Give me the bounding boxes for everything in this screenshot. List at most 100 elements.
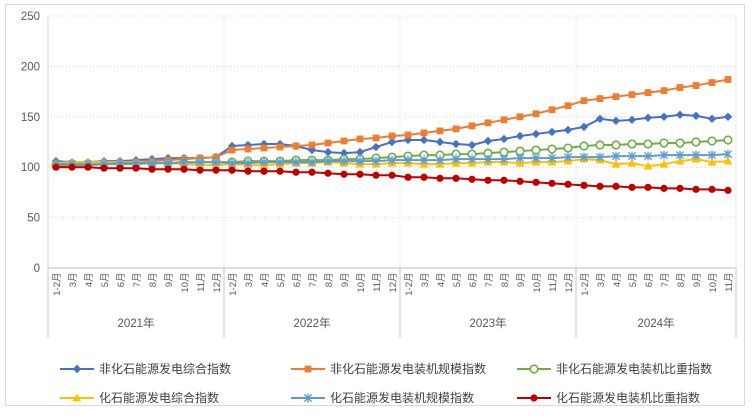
data-point (372, 134, 380, 142)
data-point (612, 182, 620, 190)
data-point (547, 144, 557, 154)
x-axis-tick-label: 5月 (276, 273, 287, 288)
data-point (303, 393, 313, 402)
data-point (659, 150, 669, 160)
data-point (675, 138, 685, 148)
data-point (531, 129, 541, 139)
data-point (692, 82, 700, 89)
data-point (547, 153, 557, 163)
data-point (307, 157, 317, 167)
x-axis-tick-label: 3月 (68, 273, 79, 288)
x-axis-tick-label: 7月 (660, 273, 671, 288)
legend-marker (60, 393, 94, 401)
data-point (436, 127, 444, 135)
x-axis-tick-label: 3月 (596, 273, 607, 288)
data-point (116, 164, 124, 172)
legend-marker (60, 364, 94, 373)
data-point (483, 154, 493, 164)
x-axis-tick-label: 1-2月 (404, 273, 415, 296)
legend-label: 化石能源发电装机规模指数 (330, 391, 475, 405)
data-point (596, 95, 604, 103)
data-point (484, 119, 492, 127)
data-point (691, 137, 701, 147)
data-point (659, 112, 669, 121)
data-point (436, 174, 444, 182)
data-point (356, 135, 364, 143)
data-point (627, 158, 637, 167)
data-point (211, 157, 221, 167)
data-point (660, 184, 668, 192)
data-point (563, 143, 573, 153)
data-point (595, 152, 605, 162)
data-point (372, 171, 380, 179)
data-point (627, 151, 637, 161)
legend-item-3: 化石能源发电综合指数 (60, 389, 291, 406)
data-point (467, 154, 477, 164)
data-point (164, 165, 172, 173)
data-point (563, 152, 573, 162)
x-axis-tick-label: 12月 (388, 273, 399, 293)
data-point (627, 115, 637, 125)
legend-marker (517, 363, 551, 374)
data-point (72, 393, 82, 401)
data-point (612, 93, 620, 101)
x-axis-tick-label: 1-2月 (228, 273, 239, 296)
data-point (292, 168, 300, 176)
data-point (419, 135, 429, 145)
data-point (451, 154, 461, 164)
x-axis-tick-label: 7月 (484, 273, 495, 288)
data-point (212, 153, 220, 161)
data-point (323, 147, 333, 157)
data-point (723, 156, 733, 165)
data-point (723, 112, 733, 121)
data-point (723, 149, 733, 159)
year-group-label: 2024年 (637, 316, 674, 330)
data-point (467, 140, 477, 150)
data-point (580, 181, 588, 189)
data-point (708, 185, 716, 193)
year-group-label: 2023年 (469, 316, 506, 330)
data-point (724, 76, 732, 83)
data-point (611, 159, 621, 168)
x-axis-tick-label: 6月 (644, 273, 655, 288)
data-point (260, 167, 268, 175)
data-point (276, 143, 284, 151)
x-axis-tick-label: 8月 (676, 273, 687, 288)
y-axis-tick-label: 150 (21, 112, 40, 124)
data-point (596, 182, 604, 190)
x-axis-tick-label: 11月 (724, 273, 735, 292)
data-point (276, 167, 284, 175)
data-point (308, 141, 316, 149)
data-point (244, 145, 252, 153)
data-point (548, 106, 556, 114)
x-axis-tick-label: 12月 (564, 273, 575, 293)
data-point (691, 150, 701, 160)
y-axis-tick-label: 0 (34, 263, 40, 275)
data-point (564, 102, 572, 110)
x-axis-tick-label: 11月 (372, 273, 383, 292)
data-point (292, 142, 300, 150)
data-point (435, 155, 445, 165)
year-group-label: 2022年 (293, 316, 330, 330)
data-point (227, 158, 237, 168)
legend-label: 非化石能源发电综合指数 (99, 362, 232, 376)
data-point (451, 139, 461, 149)
data-point (532, 110, 540, 118)
data-point (500, 116, 508, 124)
data-point (243, 158, 253, 168)
data-point (529, 363, 539, 374)
data-point (531, 145, 541, 155)
x-axis-tick-label: 1-2月 (580, 273, 591, 296)
data-point (84, 163, 92, 171)
data-point (707, 150, 717, 160)
data-point (675, 110, 685, 119)
data-point (387, 137, 397, 147)
data-point (515, 158, 525, 167)
x-axis-tick-label: 5月 (100, 273, 111, 288)
x-axis-tick-label: 10月 (708, 273, 719, 293)
data-point (195, 157, 205, 167)
data-point (259, 157, 269, 167)
legend-item-2: 非化石能源发电装机比重指数 (517, 360, 712, 377)
data-point (628, 183, 636, 191)
